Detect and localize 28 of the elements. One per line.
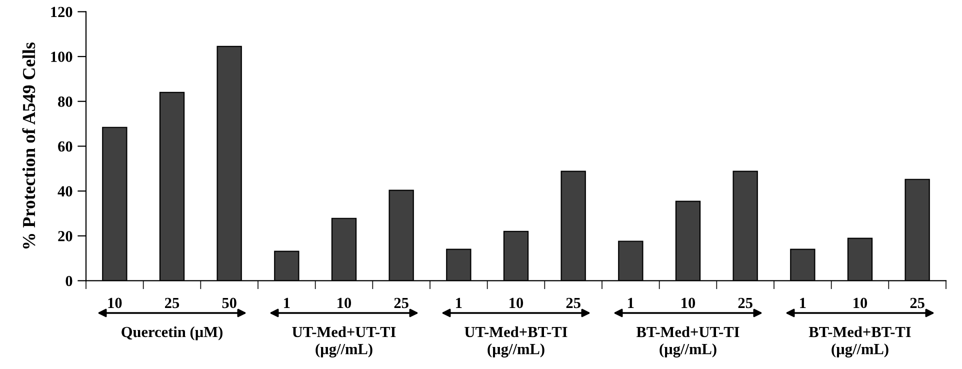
x-tick-label: 25 (394, 298, 408, 308)
x-tick-label: 50 (222, 298, 236, 308)
y-tick-label: 80 (58, 96, 72, 107)
y-tick-label: 0 (66, 276, 72, 286)
x-tick-label: 10 (108, 298, 122, 308)
x-tick-label: 25 (738, 298, 752, 308)
y-tick-label: 100 (51, 52, 72, 62)
x-tick-label: 10 (682, 298, 696, 308)
x-tick-label: 1 (284, 298, 290, 308)
x-tick-label: 10 (510, 298, 524, 308)
x-tick-label: 1 (456, 298, 462, 308)
x-tick-label: 25 (566, 298, 580, 308)
text: UT-Med+UT-TI (µg//mL) (292, 326, 396, 358)
text: Quercetin (µM) (122, 326, 222, 340)
x-tick-label: 10 (854, 298, 868, 308)
x-tick-label: 25 (165, 298, 180, 308)
x-tick-label: 1 (800, 298, 806, 308)
text: UT-Med+BT-TI (µg//mL) (464, 326, 568, 358)
x-tick-label: 1 (628, 298, 634, 308)
y-tick-label: 40 (58, 186, 72, 196)
y-tick-label: 60 (58, 141, 72, 152)
y-axis-title: % Protection of A549 Cells (22, 42, 36, 248)
text: BT-Med+UT-TI (µg//mL) (636, 326, 740, 358)
y-tick-label: 20 (58, 231, 72, 242)
y-tick-label: 120 (51, 6, 72, 18)
x-tick-label: 10 (338, 298, 352, 308)
x-tick-label: 25 (910, 298, 924, 308)
text: BT-Med+BT-TI (µg//mL) (808, 326, 911, 358)
